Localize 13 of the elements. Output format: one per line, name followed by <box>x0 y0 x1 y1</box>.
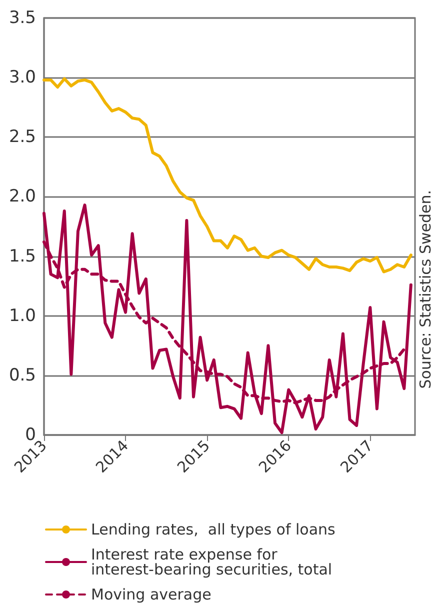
y-tick-label: 2.0 <box>8 186 36 207</box>
source-note: Source: Statistics Sweden. <box>416 190 434 389</box>
y-tick-label: 3.5 <box>8 8 36 28</box>
line-series <box>42 204 412 434</box>
y-tick-label: 1.0 <box>8 306 36 326</box>
y-tick-label: 0.5 <box>8 365 36 386</box>
legend-label: Moving average <box>91 586 212 604</box>
line-series <box>42 77 412 274</box>
legend-label: Interest rate expense for interest-bearing securities, total <box>91 546 332 578</box>
legend-label: Lending rates, all types of loans <box>91 520 336 538</box>
y-tick-label: 3.0 <box>8 68 36 88</box>
y-tick-label: 2.5 <box>8 127 36 148</box>
y-tick-label: 1.5 <box>8 246 36 266</box>
